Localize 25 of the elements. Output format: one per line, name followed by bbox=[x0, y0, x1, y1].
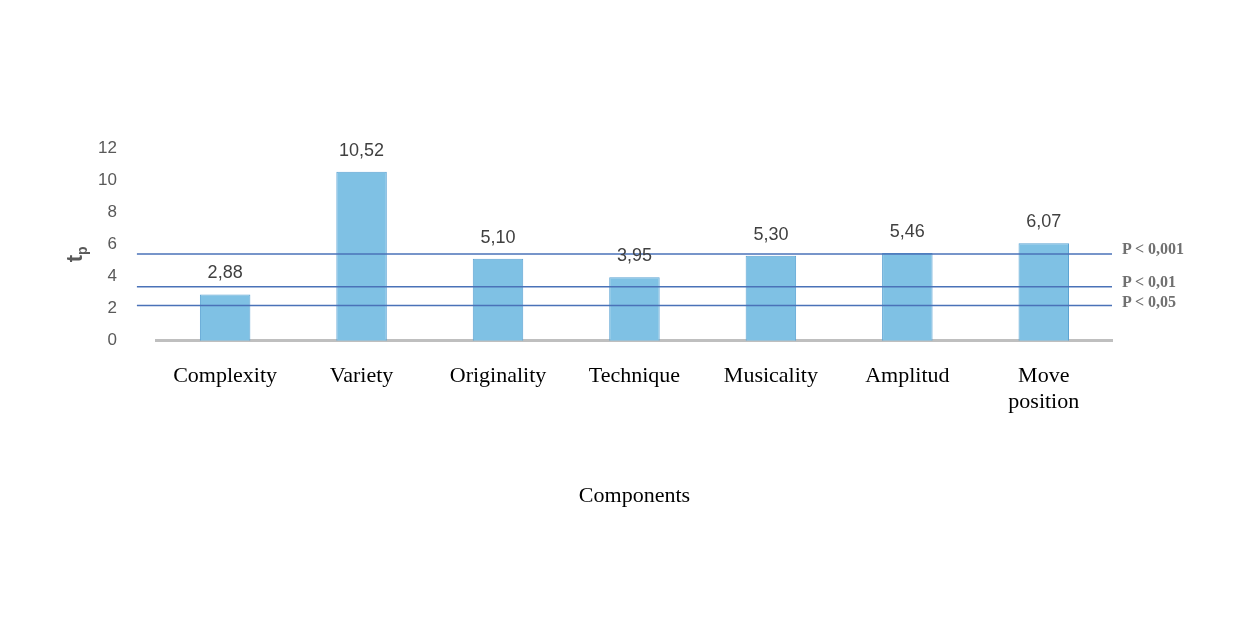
y-tick-label: 4 bbox=[107, 266, 117, 286]
y-tick-label: 10 bbox=[97, 169, 117, 189]
ref-line-label: P < 0,01 bbox=[1122, 272, 1177, 290]
x-tick-label: Musicality bbox=[723, 361, 818, 387]
ref-line-label: P < 0,05 bbox=[1122, 292, 1177, 310]
y-axis-title: tp bbox=[61, 246, 90, 263]
data-label: 6,07 bbox=[1026, 211, 1062, 232]
x-tick-label: Complexity bbox=[173, 361, 278, 387]
data-label: 5,10 bbox=[480, 226, 516, 247]
y-tick-label: 8 bbox=[107, 201, 117, 221]
x-tick-label: Technique bbox=[588, 361, 681, 387]
y-tick-label: 6 bbox=[107, 234, 117, 254]
ref-line-label: P < 0,001 bbox=[1122, 240, 1185, 258]
x-tick-label: Move position bbox=[1008, 361, 1080, 414]
x-tick-label: Originality bbox=[449, 361, 547, 387]
data-label: 5,46 bbox=[889, 221, 925, 242]
data-label: 10,52 bbox=[339, 139, 385, 160]
data-label: 5,30 bbox=[753, 223, 789, 244]
x-tick-label: Amplitud bbox=[865, 361, 950, 387]
data-label: 2,88 bbox=[207, 262, 243, 283]
y-tick-label: 12 bbox=[97, 137, 117, 157]
y-tick-label: 0 bbox=[107, 330, 117, 350]
x-axis-title: Components bbox=[578, 481, 691, 507]
y-tick-label: 2 bbox=[107, 298, 117, 318]
x-tick-label: Variety bbox=[329, 361, 394, 387]
